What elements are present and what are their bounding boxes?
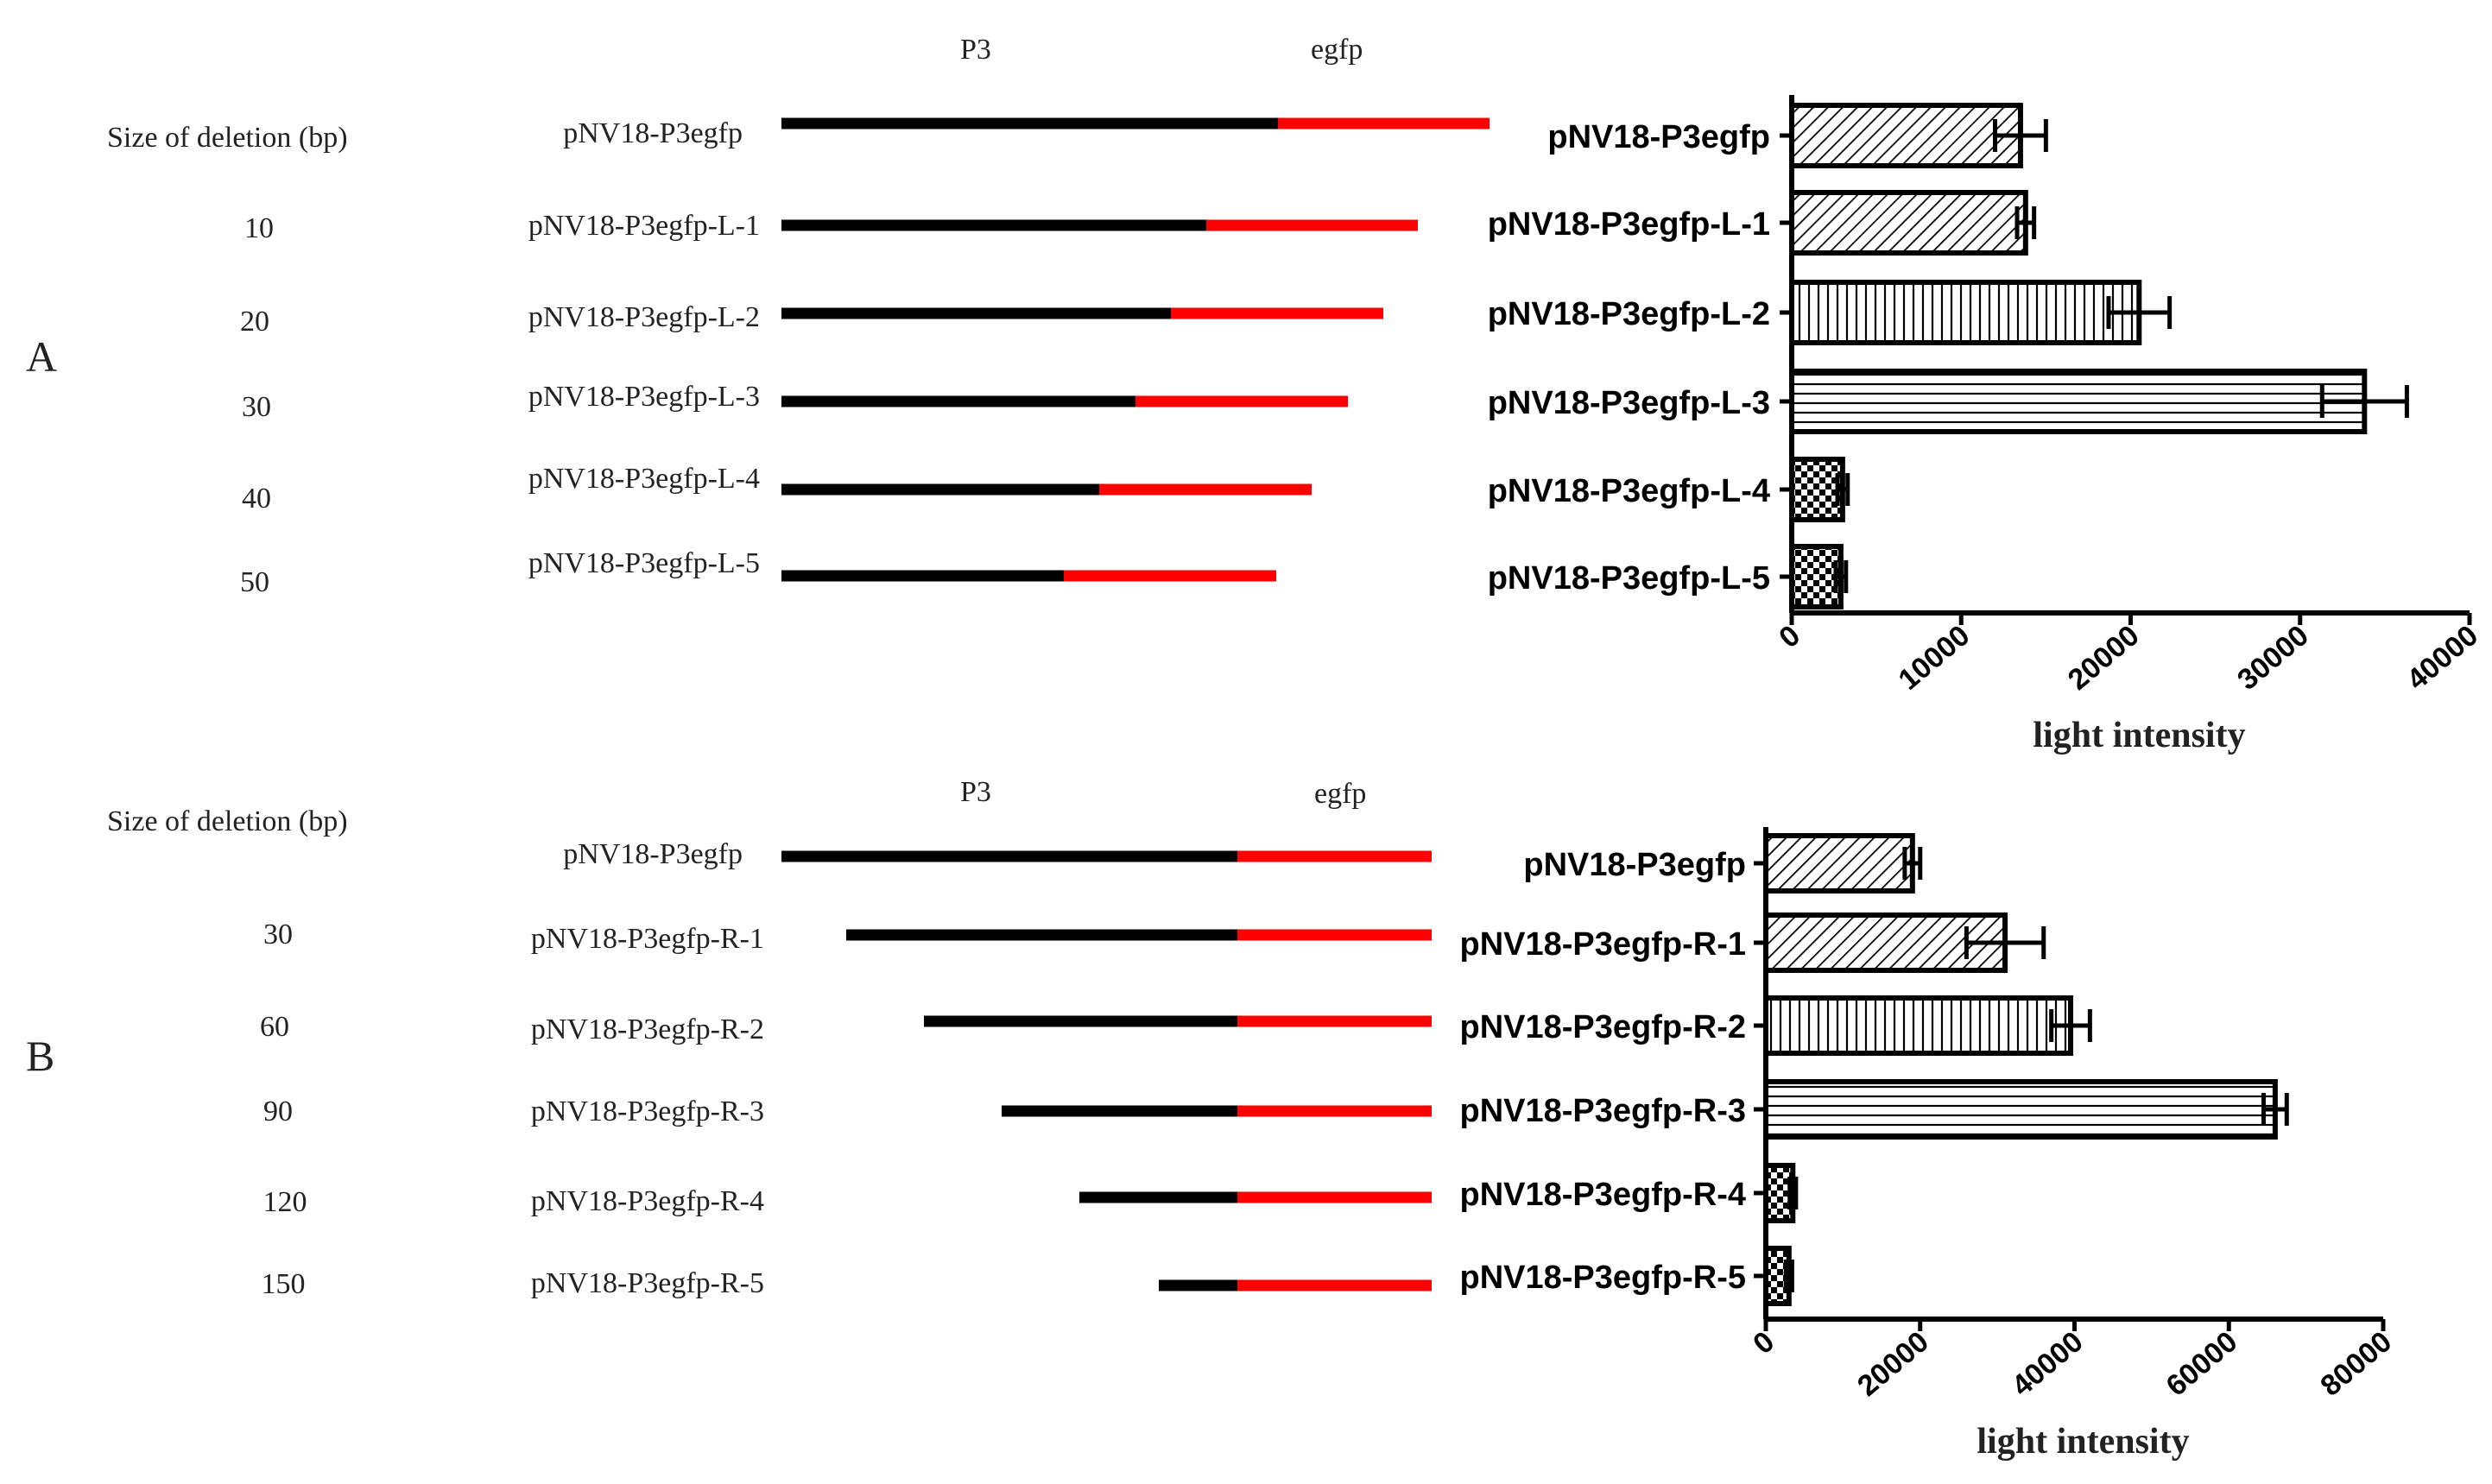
deletion-size: 90 bbox=[263, 1096, 293, 1127]
bar-chart-a: pNV18-P3egfp pNV18-P3egfp-L-1 pNV18-P3egfp… bbox=[1488, 95, 2484, 755]
deletion-size: 10 bbox=[244, 212, 274, 244]
deletion-size: 20 bbox=[240, 306, 269, 338]
category-label: pNV18-P3egfp-R-5 bbox=[1460, 1260, 1747, 1296]
tick-label: 80000 bbox=[2314, 1325, 2398, 1403]
tick-label: 20000 bbox=[1851, 1325, 1935, 1403]
deletion-size: 50 bbox=[240, 566, 269, 598]
deletion-size: 40 bbox=[242, 483, 271, 515]
category-label: pNV18-P3egfp-L-4 bbox=[1488, 473, 1770, 509]
bar bbox=[1763, 833, 1915, 894]
construct-name: pNV18-P3egfp-R-4 bbox=[531, 1185, 764, 1217]
bar bbox=[1763, 995, 2074, 1056]
promoter-label: P3 bbox=[960, 34, 991, 66]
construct-name: pNV18-P3egfp-R-3 bbox=[531, 1096, 764, 1127]
tick-label: 40000 bbox=[2006, 1325, 2090, 1403]
deletion-size-header: Size of deletion (bp) bbox=[107, 122, 348, 154]
category-label: pNV18-P3egfp-R-4 bbox=[1460, 1177, 1747, 1213]
tick-label: 30000 bbox=[2231, 619, 2315, 697]
x-axis-title: light intensity bbox=[1977, 1422, 2189, 1462]
tick-label: 0 bbox=[1773, 619, 1806, 654]
tick-label: 10000 bbox=[1893, 619, 1977, 697]
tick-label: 40000 bbox=[2400, 619, 2484, 697]
deletion-size: 60 bbox=[260, 1011, 289, 1043]
deletion-size: 30 bbox=[242, 391, 271, 423]
x-axis-title: light intensity bbox=[2033, 716, 2245, 755]
panel-label-b: B bbox=[26, 1032, 54, 1080]
construct-name: pNV18-P3egfp-R-2 bbox=[531, 1014, 764, 1045]
construct-name: pNV18-P3egfp bbox=[563, 117, 743, 149]
promoter-label: P3 bbox=[960, 776, 991, 808]
construct-name: pNV18-P3egfp-R-1 bbox=[531, 923, 764, 955]
construct-name: pNV18-P3egfp-L-4 bbox=[528, 463, 760, 495]
bar bbox=[1789, 369, 2368, 434]
bar-chart-b: pNV18-P3egfp pNV18-P3egfp-R-1 pNV18-P3egfp… bbox=[1460, 827, 2398, 1462]
category-label: pNV18-P3egfp-L-2 bbox=[1488, 296, 1770, 332]
bar bbox=[1763, 913, 2008, 973]
construct-name: pNV18-P3egfp-L-1 bbox=[528, 210, 760, 242]
tick-label: 0 bbox=[1747, 1325, 1780, 1361]
category-label: pNV18-P3egfp-L-1 bbox=[1488, 206, 1770, 243]
bar bbox=[1789, 544, 1844, 609]
construct-name: pNV18-P3egfp-L-3 bbox=[528, 381, 760, 413]
category-label: pNV18-P3egfp bbox=[1523, 847, 1746, 883]
category-label: pNV18-P3egfp-R-2 bbox=[1460, 1009, 1747, 1045]
panel-label-a: A bbox=[26, 332, 57, 381]
bar bbox=[1789, 103, 2023, 168]
tick-label: 60000 bbox=[2160, 1325, 2244, 1403]
bar bbox=[1789, 190, 2028, 256]
construct-name: pNV18-P3egfp-L-2 bbox=[528, 301, 760, 333]
tick-label: 20000 bbox=[2062, 619, 2146, 697]
bar bbox=[1789, 457, 1845, 522]
deletion-size-header: Size of deletion (bp) bbox=[107, 805, 348, 837]
construct-name: pNV18-P3egfp-L-5 bbox=[528, 547, 760, 579]
reporter-label: egfp bbox=[1311, 34, 1363, 66]
deletion-size: 30 bbox=[263, 919, 293, 950]
bar bbox=[1763, 1079, 2278, 1140]
bar bbox=[1789, 280, 2142, 345]
panel-a: A Size of deletion (bp) P3 egfp 10 20 30… bbox=[26, 34, 1490, 598]
category-label: pNV18-P3egfp bbox=[1547, 119, 1770, 155]
reporter-label: egfp bbox=[1314, 778, 1366, 810]
category-label: pNV18-P3egfp-R-1 bbox=[1460, 926, 1747, 963]
deletion-size: 120 bbox=[263, 1186, 307, 1218]
construct-name: pNV18-P3egfp bbox=[563, 838, 743, 870]
deletion-size: 150 bbox=[262, 1268, 306, 1300]
category-label: pNV18-P3egfp-R-3 bbox=[1460, 1093, 1747, 1129]
panel-b: B Size of deletion (bp) P3 egfp 30 60 90… bbox=[26, 776, 1432, 1300]
construct-name: pNV18-P3egfp-R-5 bbox=[531, 1267, 764, 1299]
category-label: pNV18-P3egfp-L-5 bbox=[1488, 560, 1770, 597]
category-label: pNV18-P3egfp-L-3 bbox=[1488, 385, 1770, 421]
